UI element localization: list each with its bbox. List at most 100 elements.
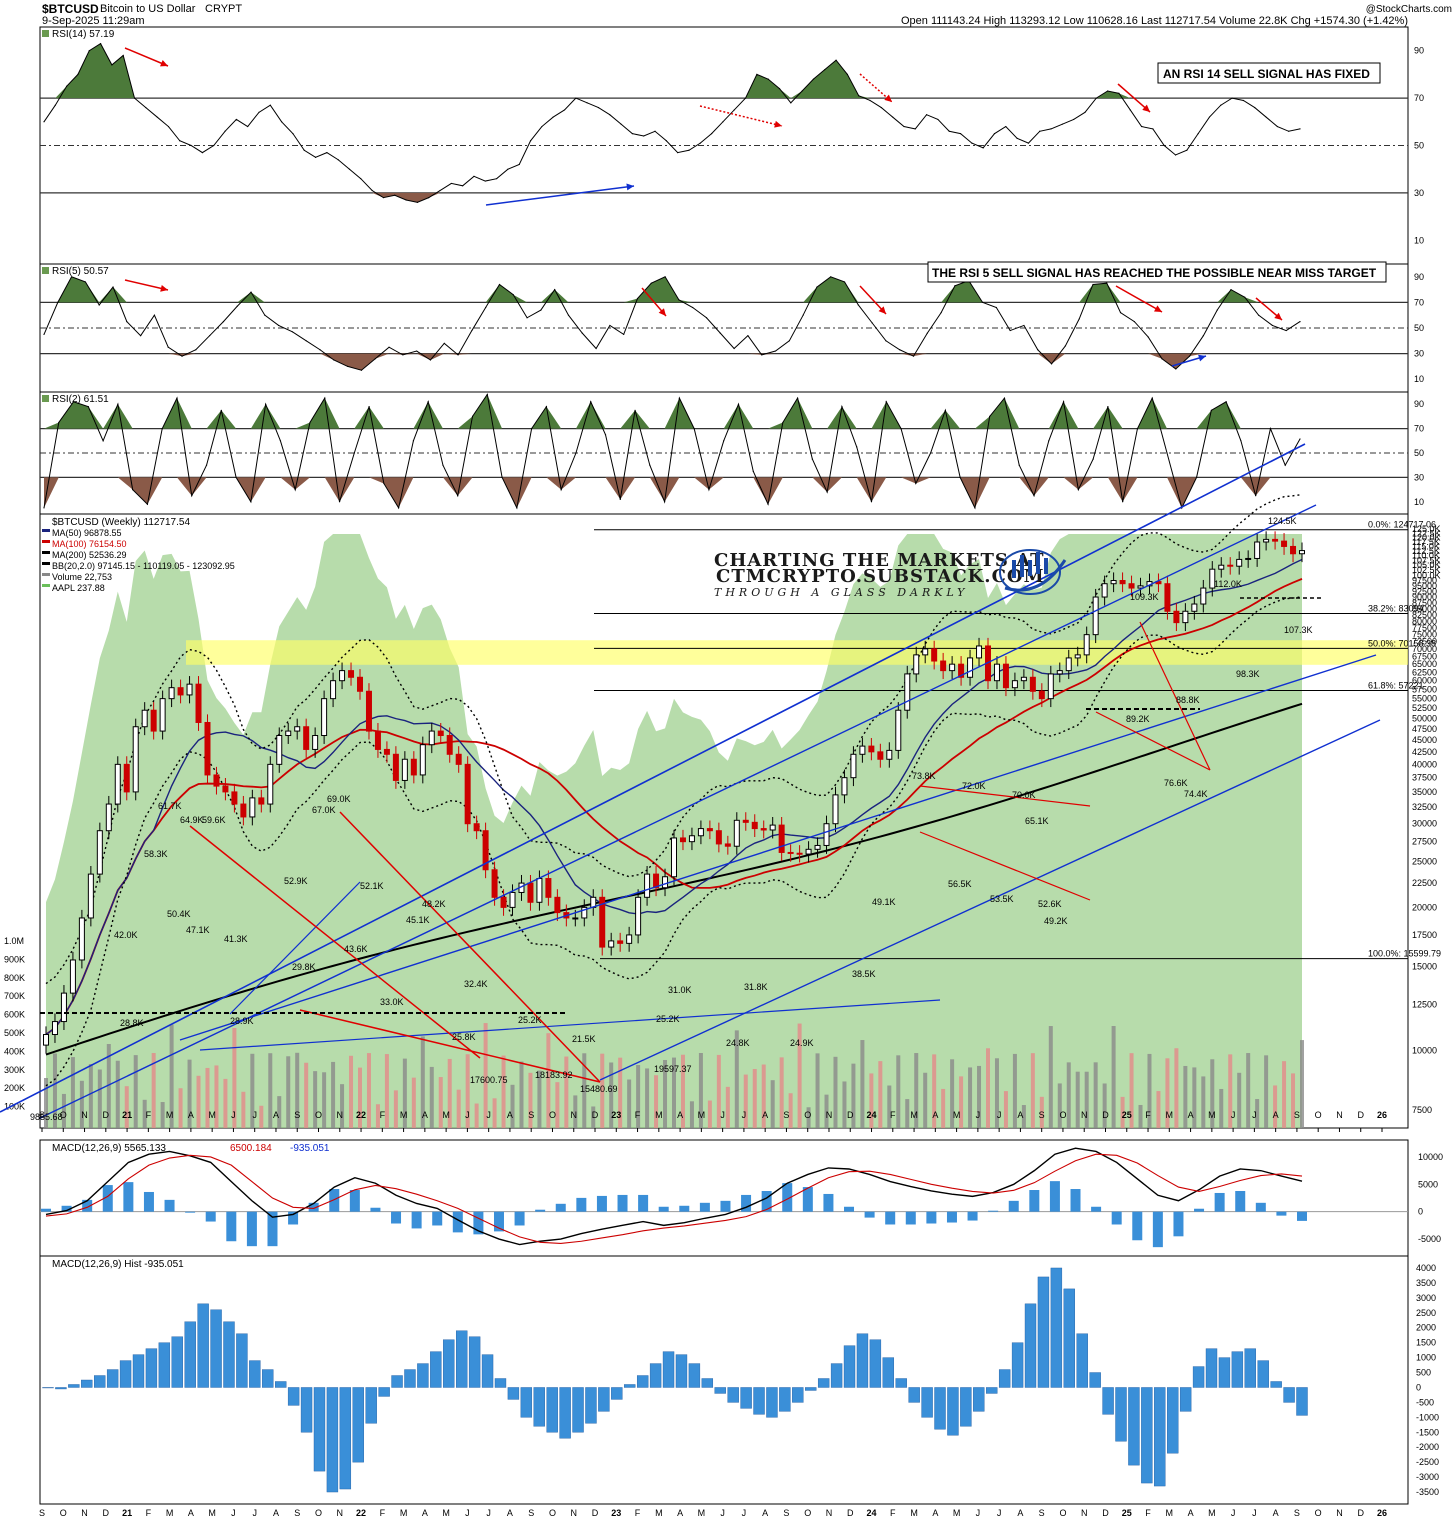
rsi-point (948, 130, 950, 132)
x-tick-label: J (1231, 1508, 1236, 1518)
price-annotation: 109.3K (1130, 592, 1159, 602)
datetime-label: 9-Sep-2025 11:29am (42, 15, 145, 27)
rsi-point (1254, 106, 1256, 109)
y-tick-label: 32500 (1412, 802, 1437, 812)
legend-entry: Volume 22,753 (52, 572, 112, 582)
rsi-point (719, 332, 721, 334)
bb-lower (45, 596, 1303, 1087)
rsi-point (338, 501, 341, 503)
volume-bar (232, 1027, 237, 1128)
volume-bar (663, 1059, 668, 1128)
volume-bar (1111, 1026, 1116, 1128)
rsi-point (1073, 118, 1075, 121)
rsi-point (439, 189, 441, 192)
hist-bar (856, 1333, 869, 1388)
rsi-point (122, 54, 124, 57)
macd-hist-bar (844, 1206, 855, 1212)
candle-body (141, 709, 148, 728)
hist-bar (1257, 1360, 1269, 1388)
candle-body (796, 852, 803, 855)
y-tick-label: 92500 (1412, 586, 1437, 596)
rsi-point (398, 507, 400, 509)
rsi-point (99, 42, 102, 45)
oversold-fill (44, 353, 1300, 371)
hist-bar (727, 1387, 739, 1403)
macd-hist-bar (329, 1189, 340, 1212)
macd-hist-bar (885, 1211, 896, 1225)
rsi-point (462, 185, 464, 187)
x-tick-label: S (294, 1508, 300, 1518)
volume-bar (358, 1067, 362, 1128)
volume-tick-label: 700K (4, 991, 25, 1001)
price-annotation: 31.8K (744, 982, 768, 992)
y-tick-label: 70 (1414, 93, 1424, 103)
trendline-blue (199, 999, 941, 1051)
rsi-line (43, 276, 1301, 371)
macd-hist-bar (535, 1209, 546, 1212)
rsi-point (708, 489, 710, 491)
rsi-point (402, 354, 404, 356)
rsi-point (665, 140, 667, 142)
y-tick-label: 500 (1416, 1368, 1431, 1378)
y-tick-label: 125.0K (1412, 524, 1441, 534)
y-tick-label: 65000 (1412, 659, 1437, 669)
candle-body (688, 835, 695, 843)
candle-body (1092, 596, 1099, 636)
candle-body (365, 690, 372, 732)
hist-bar (843, 1345, 856, 1388)
x-tick-label: N (1081, 1508, 1088, 1518)
x-tick-label: J (1252, 1110, 1257, 1120)
candle-body (464, 763, 471, 825)
rsi-point (250, 501, 252, 503)
rsi-point (176, 397, 178, 399)
rsi-point (733, 347, 735, 350)
y-tick-label: 110.0K (1412, 551, 1440, 561)
volume-bar (420, 1036, 425, 1128)
signal-arrow-head (160, 60, 168, 67)
legend-swatch (42, 551, 50, 554)
volume-bar (1282, 1061, 1287, 1128)
volume-bar (1120, 1096, 1125, 1128)
rsi5-note: THE RSI 5 SELL SIGNAL HAS REACHED THE PO… (927, 261, 1387, 283)
rsi-point (360, 178, 362, 180)
rsi-point (1152, 128, 1154, 130)
rsi-point (790, 102, 792, 104)
rsi-point (205, 464, 208, 466)
volume-bar (582, 1053, 587, 1128)
candle-body (60, 992, 67, 1023)
x-tick-label: O (60, 1508, 67, 1518)
price-annotation: 18183.92 (535, 1070, 573, 1080)
rsi-point (353, 452, 355, 454)
y-tick-label: 90 (1414, 46, 1424, 56)
volume-tick-label: 900K (4, 954, 25, 964)
x-tick-label: J (231, 1508, 236, 1518)
rsi-point (250, 291, 252, 293)
rsi-point (179, 140, 181, 142)
volume-bar (1012, 1053, 1017, 1128)
rsi-point (705, 317, 708, 319)
candle-body (662, 876, 669, 889)
rsi-point (900, 428, 902, 430)
volume-bar (689, 1101, 694, 1128)
candle-body (572, 917, 579, 920)
macd-hist-bar (41, 1208, 51, 1212)
volume-bar (277, 1096, 282, 1128)
macd-hist-bar (741, 1194, 752, 1212)
rsi-point (98, 304, 100, 306)
volume-bar (331, 1061, 336, 1128)
hist-bar (701, 1378, 714, 1388)
volume-bar (941, 1088, 946, 1128)
rsi-point (84, 281, 87, 283)
macd-hist-bar (761, 1190, 772, 1212)
macd-hist-bar (267, 1211, 278, 1247)
rsi-point (801, 90, 803, 92)
y-tick-label: 42500 (1412, 747, 1437, 757)
candle-body (312, 735, 319, 750)
x-tick-label: S (1294, 1508, 1300, 1518)
hist-bar (869, 1339, 882, 1388)
volume-bar (196, 1075, 201, 1128)
hist-bar (55, 1387, 67, 1390)
rsi-point (835, 59, 837, 61)
macd-hist-bar (432, 1211, 443, 1226)
macd-hist-bar (514, 1211, 525, 1226)
